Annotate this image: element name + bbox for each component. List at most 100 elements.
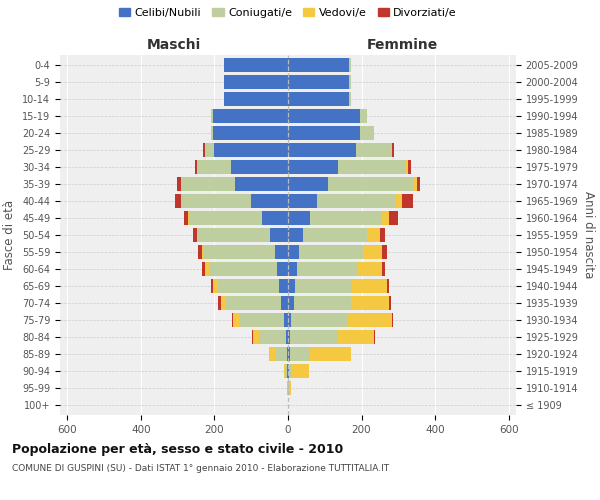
Bar	[181, 177, 235, 192]
Text: Maschi: Maschi	[147, 38, 201, 52]
Bar	[392, 143, 394, 158]
Bar	[188, 211, 189, 225]
Bar	[292, 364, 309, 378]
Bar	[288, 364, 289, 378]
Bar	[288, 312, 291, 327]
Bar	[202, 245, 203, 259]
Text: Popolazione per età, sesso e stato civile - 2010: Popolazione per età, sesso e stato civil…	[12, 442, 343, 456]
Y-axis label: Anni di nascita: Anni di nascita	[582, 192, 595, 278]
Bar	[189, 211, 262, 225]
Bar	[295, 278, 352, 293]
Bar	[205, 262, 209, 276]
Bar	[288, 346, 290, 361]
Bar	[284, 312, 288, 327]
Bar	[397, 194, 402, 208]
Bar	[288, 194, 317, 208]
Bar	[211, 278, 212, 293]
Bar	[289, 364, 292, 378]
Bar	[184, 211, 188, 225]
Bar	[288, 160, 338, 174]
Bar	[218, 296, 221, 310]
Bar	[387, 278, 389, 293]
Bar	[288, 143, 356, 158]
Bar	[288, 211, 310, 225]
Bar	[392, 312, 393, 327]
Bar	[374, 330, 375, 344]
Bar	[317, 194, 397, 208]
Bar	[284, 364, 286, 378]
Bar	[287, 380, 288, 395]
Bar	[251, 194, 288, 208]
Text: COMUNE DI GUSPINI (SU) - Dati ISTAT 1° gennaio 2010 - Elaborazione TUTTITALIA.IT: COMUNE DI GUSPINI (SU) - Dati ISTAT 1° g…	[12, 464, 389, 473]
Bar	[288, 58, 349, 72]
Bar	[299, 245, 364, 259]
Bar	[233, 312, 240, 327]
Bar	[232, 312, 233, 327]
Bar	[269, 346, 276, 361]
Bar	[328, 177, 413, 192]
Bar	[269, 228, 288, 242]
Bar	[202, 262, 205, 276]
Bar	[209, 262, 277, 276]
Bar	[358, 262, 382, 276]
Bar	[198, 160, 231, 174]
Bar	[338, 160, 406, 174]
Bar	[360, 109, 367, 124]
Bar	[198, 245, 202, 259]
Bar	[212, 126, 288, 140]
Bar	[382, 262, 385, 276]
Bar	[275, 245, 288, 259]
Bar	[389, 211, 398, 225]
Bar	[288, 262, 297, 276]
Bar	[212, 278, 218, 293]
Bar	[205, 143, 214, 158]
Bar	[291, 312, 348, 327]
Bar	[224, 58, 288, 72]
Bar	[303, 228, 367, 242]
Bar	[350, 296, 389, 310]
Bar	[259, 330, 286, 344]
Bar	[356, 143, 391, 158]
Bar	[288, 177, 328, 192]
Bar	[288, 296, 293, 310]
Bar	[293, 296, 350, 310]
Bar	[175, 194, 181, 208]
Bar	[212, 109, 288, 124]
Bar	[276, 346, 287, 361]
Bar	[224, 75, 288, 90]
Bar	[349, 75, 350, 90]
Bar	[417, 177, 421, 192]
Bar	[413, 177, 417, 192]
Bar	[286, 364, 287, 378]
Bar	[382, 211, 389, 225]
Bar	[338, 330, 374, 344]
Bar	[288, 245, 299, 259]
Bar	[290, 330, 338, 344]
Bar	[288, 330, 290, 344]
Bar	[310, 211, 382, 225]
Bar	[288, 228, 303, 242]
Bar	[349, 58, 350, 72]
Bar	[288, 278, 295, 293]
Bar	[198, 228, 269, 242]
Bar	[235, 177, 288, 192]
Bar	[288, 75, 349, 90]
Bar	[352, 278, 387, 293]
Bar	[391, 143, 392, 158]
Bar	[402, 194, 413, 208]
Bar	[349, 92, 350, 106]
Bar	[196, 160, 197, 174]
Bar	[288, 380, 289, 395]
Bar	[181, 194, 251, 208]
Bar	[277, 262, 288, 276]
Legend: Celibi/Nubili, Coniugati/e, Vedovi/e, Divorziati/e: Celibi/Nubili, Coniugati/e, Vedovi/e, Di…	[119, 8, 457, 18]
Bar	[214, 143, 288, 158]
Bar	[211, 126, 212, 140]
Bar	[310, 346, 350, 361]
Bar	[290, 346, 310, 361]
Bar	[297, 262, 358, 276]
Bar	[348, 312, 392, 327]
Bar	[193, 228, 197, 242]
Bar	[221, 296, 226, 310]
Bar	[382, 245, 387, 259]
